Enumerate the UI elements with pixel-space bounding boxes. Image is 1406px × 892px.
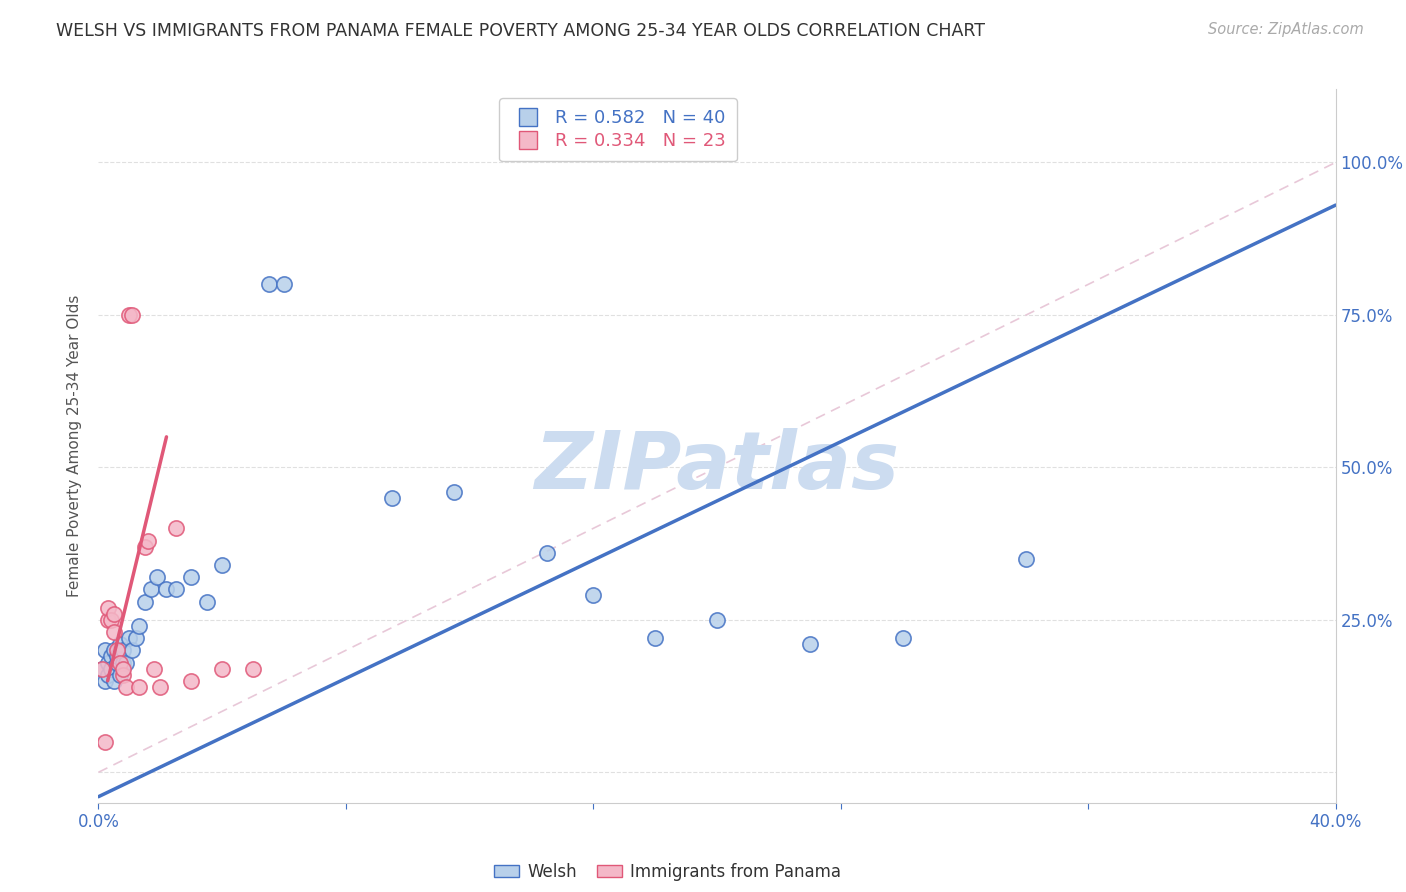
Point (93, 673, 115, 688)
Point (180, 673, 202, 688)
Point (143, 662, 166, 676)
Point (90, 662, 112, 676)
Point (146, 570, 169, 584)
Point (211, 662, 233, 676)
Point (97, 656, 120, 670)
Point (582, 589, 605, 603)
Point (97, 613, 120, 627)
Point (891, 631, 914, 645)
Y-axis label: Female Poverty Among 25-34 Year Olds: Female Poverty Among 25-34 Year Olds (67, 295, 83, 597)
Point (112, 643, 135, 657)
Point (381, 491, 404, 505)
Point (105, 643, 128, 657)
Point (121, 643, 143, 657)
Point (257, 277, 280, 292)
Point (103, 673, 125, 688)
Point (103, 625, 125, 640)
Point (273, 277, 295, 292)
Point (108, 656, 131, 670)
Point (124, 631, 146, 645)
Point (165, 521, 187, 535)
Text: WELSH VS IMMIGRANTS FROM PANAMA FEMALE POVERTY AMONG 25-34 YEAR OLDS CORRELATION: WELSH VS IMMIGRANTS FROM PANAMA FEMALE P… (56, 22, 986, 40)
Point (97, 667, 120, 681)
Point (103, 607, 125, 621)
Point (105, 649, 128, 664)
Text: Source: ZipAtlas.com: Source: ZipAtlas.com (1208, 22, 1364, 37)
Point (118, 631, 141, 645)
Point (195, 594, 218, 608)
Point (706, 613, 728, 627)
Point (100, 649, 122, 664)
Point (118, 308, 141, 322)
Point (112, 662, 135, 676)
Point (115, 656, 138, 670)
Point (180, 570, 202, 584)
Point (443, 484, 465, 499)
Point (128, 680, 150, 694)
Point (105, 656, 128, 670)
Point (108, 637, 131, 651)
Point (242, 662, 264, 676)
Text: ZIPatlas: ZIPatlas (534, 428, 900, 507)
Point (134, 594, 156, 608)
Point (155, 582, 177, 597)
Point (93, 735, 115, 749)
Point (799, 637, 821, 651)
Point (103, 643, 125, 657)
Point (134, 540, 156, 554)
Point (90, 662, 112, 676)
Point (149, 680, 172, 694)
Point (1015, 551, 1038, 566)
Point (211, 558, 233, 572)
Point (136, 533, 159, 548)
Point (165, 582, 187, 597)
Point (112, 667, 135, 681)
Point (93, 643, 115, 657)
Point (536, 546, 558, 560)
Point (115, 680, 138, 694)
Point (139, 582, 162, 597)
Legend: Welsh, Immigrants from Panama: Welsh, Immigrants from Panama (488, 856, 848, 888)
Point (97, 600, 120, 615)
Point (121, 308, 143, 322)
Point (108, 667, 131, 681)
Point (112, 656, 135, 670)
Point (644, 631, 666, 645)
Point (100, 662, 122, 676)
Point (128, 619, 150, 633)
Point (100, 613, 122, 627)
